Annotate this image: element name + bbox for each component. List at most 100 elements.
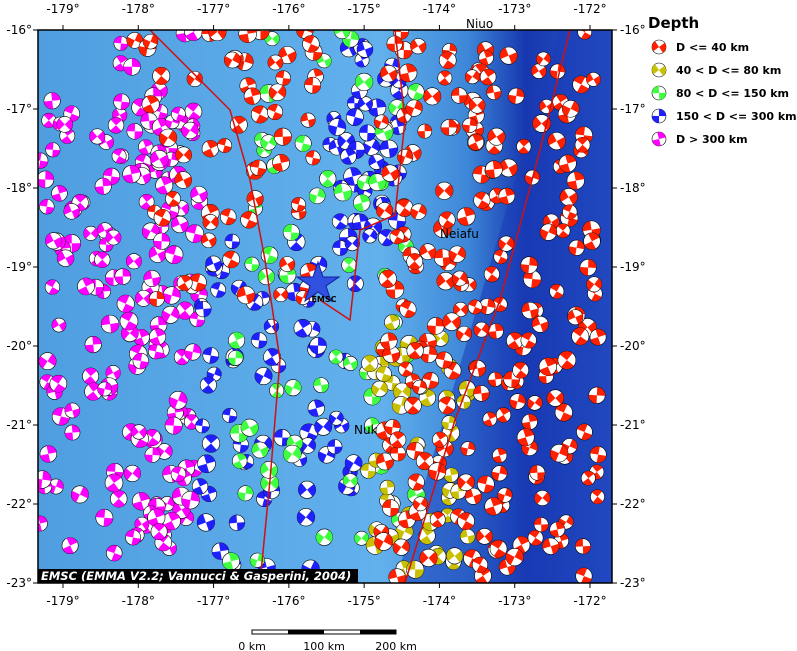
focal-mechanism-quadrant — [410, 204, 427, 219]
focal-mechanism-quadrant — [374, 115, 389, 129]
focal-mechanism-quadrant — [201, 486, 217, 502]
focal-mechanism-quadrant — [376, 366, 392, 382]
focal-mechanism-quadrant — [508, 88, 525, 104]
lon-label: -179° — [46, 594, 79, 608]
focal-mechanism-quadrant — [178, 275, 192, 291]
focal-mechanism-quadrant — [250, 553, 265, 568]
focal-mechanism-quadrant — [267, 104, 283, 120]
focal-mechanism-quadrant — [295, 319, 311, 338]
focal-mechanism-quadrant — [192, 478, 208, 495]
focal-mechanism-quadrant — [260, 135, 277, 150]
focal-mechanism-quadrant — [97, 382, 112, 396]
focal-mechanism-quadrant — [385, 314, 400, 330]
focal-mechanism-quadrant — [178, 511, 194, 525]
focal-mechanism-quadrant — [390, 229, 404, 244]
focal-mechanism-quadrant — [189, 311, 205, 327]
focal-mechanism-quadrant — [440, 211, 454, 229]
focal-mechanism-quadrant — [427, 317, 445, 335]
focal-mechanism-quadrant — [652, 131, 666, 147]
focal-mechanism-quadrant — [435, 184, 453, 198]
focal-mechanism-quadrant — [143, 270, 161, 287]
lon-label: -176° — [272, 594, 305, 608]
focal-mechanism-quadrant — [460, 441, 475, 456]
focal-mechanism-quadrant — [296, 30, 314, 38]
focal-mechanism-quadrant — [462, 118, 478, 133]
focal-mechanism-quadrant — [341, 148, 356, 165]
focal-mechanism-quadrant — [393, 384, 411, 399]
focal-mechanism-quadrant — [473, 385, 490, 402]
focal-mechanism-quadrant — [532, 316, 549, 332]
focal-mechanism-quadrant — [300, 263, 318, 281]
focal-mechanism-quadrant — [133, 98, 148, 116]
focal-mechanism-quadrant — [573, 76, 589, 94]
focal-mechanism-quadrant — [145, 429, 159, 446]
focal-mechanism-quadrant — [264, 33, 280, 45]
focal-mechanism-quadrant — [393, 540, 410, 554]
focal-mechanism-quadrant — [286, 436, 303, 450]
focal-mechanism-quadrant — [297, 510, 315, 525]
focal-mechanism-quadrant — [382, 346, 400, 363]
focal-mechanism-quadrant — [112, 108, 127, 122]
focal-mechanism-quadrant — [45, 233, 62, 249]
credit: EMSC (EMMA V2.2; Vannucci & Gasperini, 2… — [41, 569, 351, 583]
trench-line — [404, 30, 571, 583]
focal-mechanism-quadrant — [202, 347, 219, 364]
focal-mechanism-quadrant — [131, 426, 147, 438]
focal-mechanism-quadrant — [105, 366, 121, 380]
focal-mechanism-quadrant — [224, 52, 241, 68]
focal-mechanism-quadrant — [555, 403, 572, 422]
focal-mechanism-quadrant — [95, 178, 112, 195]
focal-mechanism-quadrant — [122, 165, 141, 183]
focal-mechanism-quadrant — [38, 470, 52, 489]
lat-label: -19° — [6, 260, 32, 274]
focal-mechanism-quadrant — [550, 284, 563, 299]
focal-mechanism-quadrant — [114, 55, 128, 71]
focal-mechanism-quadrant — [353, 194, 370, 212]
focal-mechanism-quadrant — [487, 129, 506, 144]
focal-mechanism-quadrant — [408, 253, 421, 270]
focal-mechanism-quadrant — [521, 302, 539, 319]
focal-mechanism-quadrant — [269, 85, 286, 99]
focal-mechanism-quadrant — [228, 350, 244, 366]
focal-mechanism-quadrant — [435, 351, 453, 369]
scale-label: 100 km — [303, 640, 345, 651]
focal-mechanism-quadrant — [334, 183, 352, 201]
focal-mechanism-quadrant — [567, 171, 585, 190]
focal-mechanism-quadrant — [356, 42, 373, 58]
focal-mechanism-quadrant — [488, 372, 503, 387]
focal-mechanism-quadrant — [334, 30, 350, 39]
focal-mechanism-quadrant — [491, 465, 508, 481]
focal-mechanism-quadrant — [549, 522, 565, 538]
focal-mechanism-quadrant — [238, 30, 257, 43]
focal-mechanism-quadrant — [217, 138, 232, 153]
scale-bar-segment — [288, 630, 324, 634]
focal-mechanism-quadrant — [408, 83, 424, 101]
focal-mechanism-quadrant — [479, 50, 494, 66]
focal-mechanism-quadrant — [237, 286, 255, 304]
legend-label: 150 < D <= 300 km — [676, 110, 797, 123]
focal-mechanism-quadrant — [222, 552, 240, 570]
legend-label: 40 < D <= 80 km — [676, 64, 781, 77]
focal-mechanism-quadrant — [458, 380, 476, 398]
focal-mechanism-quadrant — [475, 567, 491, 583]
focal-mechanism-quadrant — [352, 213, 369, 230]
focal-mechanism-quadrant — [380, 66, 398, 81]
focal-mechanism-quadrant — [428, 462, 446, 480]
focal-mechanism-quadrant — [204, 434, 218, 453]
focal-mechanism-quadrant — [540, 224, 557, 240]
focal-mechanism-quadrant — [39, 353, 57, 369]
focal-mechanism-quadrant — [483, 412, 497, 427]
lat-label: -20° — [620, 339, 646, 353]
focal-mechanism-quadrant — [148, 508, 165, 527]
focal-mechanism-quadrant — [547, 133, 566, 149]
focal-mechanism-quadrant — [38, 170, 54, 188]
focal-mechanism-quadrant — [212, 542, 229, 560]
focal-mechanism-quadrant — [577, 137, 589, 153]
focal-mechanism-quadrant — [651, 64, 667, 76]
focal-mechanism-quadrant — [295, 291, 310, 305]
focal-mechanism-quadrant — [161, 201, 179, 219]
focal-mechanism-quadrant — [420, 346, 438, 363]
focal-mechanism-quadrant — [138, 139, 153, 155]
focal-mechanism-quadrant — [588, 387, 606, 404]
focal-mechanism-quadrant — [300, 423, 317, 442]
